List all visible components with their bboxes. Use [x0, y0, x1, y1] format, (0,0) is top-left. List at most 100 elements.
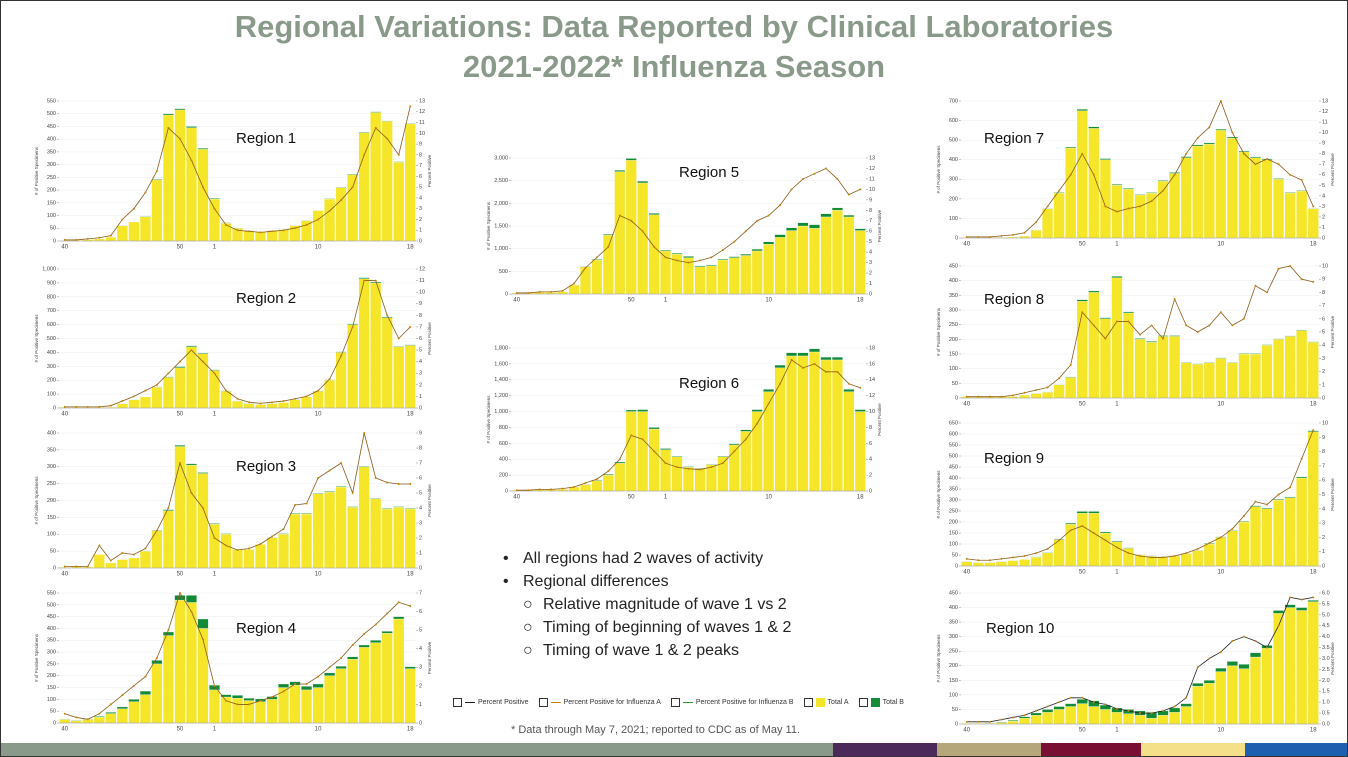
y2-tick-label: 5: [419, 628, 422, 634]
bar: [1111, 184, 1123, 186]
bar: [1250, 353, 1261, 355]
bar: [266, 537, 278, 569]
bar: [1180, 157, 1192, 239]
line-point: [824, 370, 827, 373]
bar: [1284, 496, 1296, 498]
line-point: [1150, 556, 1153, 559]
y-axis-label: # of Positive Specimens: [936, 634, 941, 683]
line-point: [1162, 189, 1165, 192]
bar: [1169, 172, 1181, 174]
bar: [1261, 345, 1273, 399]
y-tick-label: 500: [47, 336, 56, 342]
y2-tick-label: 3: [419, 520, 422, 526]
bar: [301, 513, 313, 515]
bar: [347, 656, 359, 660]
bar: [1250, 353, 1261, 399]
bar: [370, 281, 382, 284]
line-point: [641, 438, 644, 441]
bar: [591, 259, 603, 261]
y-tick-label: 250: [47, 481, 56, 487]
y2-tick-label: 8: [419, 313, 422, 319]
bar: [209, 523, 220, 569]
line-point: [1242, 514, 1245, 517]
bar: [185, 595, 197, 603]
line-point: [1185, 152, 1188, 155]
bar: [705, 264, 717, 267]
y2-tick-label: 6: [869, 441, 872, 447]
y-tick-label: 1,800: [494, 345, 508, 351]
legend-checkbox: [538, 698, 548, 707]
x-tick-label: 40: [963, 242, 970, 248]
bar: [1169, 712, 1181, 725]
line-point: [664, 462, 667, 465]
y-tick-label: 1,200: [494, 393, 508, 399]
line-point: [836, 177, 839, 180]
line-point: [178, 592, 181, 594]
bar: [1053, 709, 1065, 725]
bar: [1099, 318, 1111, 399]
line-point: [351, 325, 354, 328]
bar: [1226, 529, 1238, 531]
y2-tick-label: 12: [869, 393, 875, 399]
line-point: [572, 282, 575, 285]
line-point: [86, 718, 89, 721]
y-tick-label: 300: [47, 364, 56, 370]
bar: [786, 230, 797, 295]
bar: [705, 464, 717, 492]
bar: [1215, 537, 1227, 567]
line-point: [1266, 157, 1269, 160]
bar: [602, 474, 614, 476]
line-point: [374, 477, 377, 479]
y2-tick-label: 8: [1322, 290, 1325, 296]
line-point: [259, 543, 262, 545]
bar: [289, 685, 301, 724]
y2-tick-label: 11: [1322, 120, 1328, 126]
bar: [774, 367, 786, 492]
line-point: [1231, 527, 1234, 530]
bullet: Regional differences: [499, 570, 791, 593]
bar: [1076, 110, 1088, 239]
bar: [139, 690, 151, 695]
x-tick-label: 1: [1115, 570, 1119, 576]
y-axis-label: # of Positive Specimens: [486, 201, 491, 250]
line-point: [965, 235, 968, 238]
line-point: [86, 405, 89, 408]
bar: [1042, 709, 1054, 713]
bar: [105, 237, 117, 242]
y2-tick-label: 6: [419, 609, 422, 615]
line-point: [75, 405, 78, 408]
bar: [209, 370, 220, 409]
y2-tick-label: 1: [419, 550, 422, 556]
line-point: [988, 235, 991, 238]
bar: [1076, 703, 1088, 725]
bar: [1296, 330, 1308, 399]
y2-tick-label: 4: [1322, 343, 1325, 349]
line-point: [1185, 324, 1188, 327]
bar: [116, 403, 128, 409]
bullet: Relative magnitude of wave 1 vs 2: [499, 593, 791, 616]
bar: [1157, 557, 1169, 567]
bar: [358, 647, 370, 724]
line-point: [802, 366, 805, 369]
y-tick-label: 1,600: [494, 361, 508, 367]
legend-checkbox: [453, 698, 462, 707]
y2-tick-label: 1: [1322, 549, 1325, 555]
y-tick-label: 600: [499, 441, 508, 447]
bar: [728, 443, 740, 446]
y2-tick-label: 12: [419, 266, 425, 272]
bar: [1273, 179, 1285, 239]
line-point: [1000, 557, 1003, 560]
bar: [1088, 290, 1100, 293]
bar: [370, 111, 382, 113]
y-tick-label: 200: [949, 663, 958, 669]
line-point: [687, 467, 690, 470]
bar: [404, 123, 416, 125]
bar: [266, 403, 278, 409]
line-point: [1254, 500, 1257, 503]
bar: [1296, 610, 1308, 725]
bar: [1273, 178, 1285, 180]
region-chart: 0 200 400 600 800 1,000 1,200 1,400 1,600 1,800 0 2…: [486, 345, 882, 500]
region-label: Region 9: [984, 450, 1044, 467]
bar: [786, 352, 797, 357]
slide-subtitle: 2021-2022* Influenza Season: [462, 49, 886, 84]
